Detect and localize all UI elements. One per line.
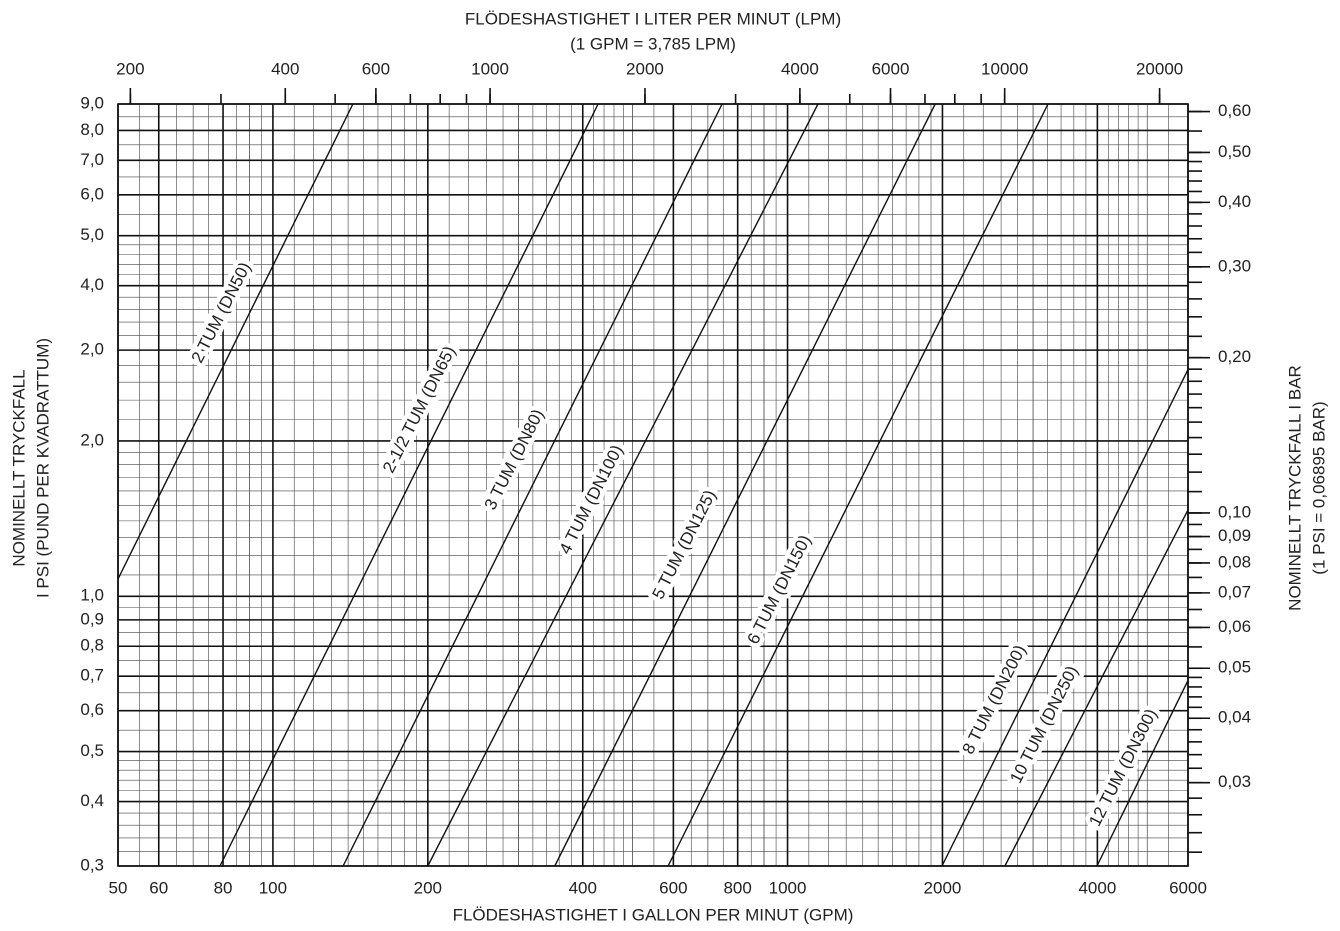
y-axis-title: NOMINELLT TRYCKFALL [9, 369, 28, 566]
x-tick-label: 6000 [1169, 878, 1207, 897]
y-tick-label: 6,0 [80, 184, 104, 203]
x2-tick-label: 4000 [781, 59, 819, 78]
y-tick-label: 2,0 [80, 430, 104, 449]
y-tick-label: 5,0 [80, 225, 104, 244]
x-tick-label: 600 [659, 878, 687, 897]
y2-tick-label: 0,08 [1218, 552, 1251, 571]
top-axis-title: FLÖDESHASTIGHET I LITER PER MINUT (LPM) [465, 9, 841, 28]
x-tick-label: 200 [414, 878, 442, 897]
y-tick-label: 1,0 [80, 586, 104, 605]
x2-tick-label: 1000 [471, 59, 509, 78]
pipe-line [342, 103, 723, 867]
pipe-line [427, 103, 819, 867]
y-tick-label: 2,0 [80, 340, 104, 359]
y2-axis-title: (1 PSI = 0,06895 BAR) [1309, 401, 1328, 574]
x-tick-label: 100 [259, 878, 287, 897]
x2-tick-label: 200 [116, 59, 144, 78]
pipe-line [667, 103, 1049, 867]
x-tick-label: 80 [214, 878, 233, 897]
x-tick-label: 800 [723, 878, 751, 897]
y2-tick-label: 0,20 [1218, 347, 1251, 366]
y-tick-label: 0,6 [80, 700, 104, 719]
pipe-line [1004, 509, 1189, 867]
y2-tick-label: 0,04 [1218, 708, 1251, 727]
x-tick-label: 50 [109, 878, 128, 897]
y2-tick-label: 0,05 [1218, 658, 1251, 677]
top-axis-subtitle: (1 GPM = 3,785 LPM) [570, 34, 736, 53]
line-label: 6 TUM (DN150) [743, 532, 814, 647]
y2-axis-title: NOMINELLT TRYCKFALL I BAR [1285, 365, 1304, 611]
y-tick-label: 9,0 [80, 93, 104, 112]
pipe-line [1096, 680, 1189, 867]
plot-frame [117, 103, 1189, 867]
y-tick-label: 8,0 [80, 120, 104, 139]
y2-tick-label: 0,40 [1218, 192, 1251, 211]
x-tick-label: 1000 [769, 878, 807, 897]
line-label: 3 TUM (DN80) [481, 406, 548, 513]
pipe-line [554, 103, 936, 867]
y-axis-title: I PSI (PUND PER KVADRATTUM) [33, 338, 52, 598]
y2-tick-label: 0,09 [1218, 526, 1251, 545]
y-tick-label: 0,3 [80, 855, 104, 874]
y2-tick-label: 0,50 [1218, 142, 1251, 161]
y-tick-label: 0,5 [80, 741, 104, 760]
x2-tick-label: 6000 [872, 59, 910, 78]
x-tick-label: 4000 [1078, 878, 1116, 897]
x2-tick-label: 400 [271, 59, 299, 78]
pipe-line [219, 103, 599, 867]
x2-tick-label: 600 [362, 59, 390, 78]
y-tick-label: 0,4 [80, 791, 104, 810]
x-axis-title: FLÖDESHASTIGHET I GALLON PER MINUT (GPM) [453, 905, 854, 924]
line-label: 5 TUM (DN125) [648, 487, 719, 602]
pipe-line [117, 103, 354, 580]
pipe-line [941, 369, 1189, 867]
y2-tick-label: 0,10 [1218, 502, 1251, 521]
x2-tick-label: 10000 [981, 59, 1028, 78]
y2-tick-label: 0,60 [1218, 101, 1251, 120]
line-label: 8 TUM (DN200) [958, 642, 1029, 757]
x-tick-label: 2000 [924, 878, 962, 897]
y-tick-label: 0,8 [80, 636, 104, 655]
y2-tick-label: 0,07 [1218, 582, 1251, 601]
y-tick-label: 7,0 [80, 150, 104, 169]
x2-tick-label: 2000 [626, 59, 664, 78]
y-tick-label: 4,0 [80, 275, 104, 294]
y-tick-label: 0,7 [80, 666, 104, 685]
x-tick-label: 60 [149, 878, 168, 897]
y-tick-label: 0,9 [80, 609, 104, 628]
x-tick-label: 400 [569, 878, 597, 897]
y2-tick-label: 0,06 [1218, 617, 1251, 636]
y2-tick-label: 0,30 [1218, 256, 1251, 275]
x2-tick-label: 20000 [1136, 59, 1183, 78]
y2-tick-label: 0,03 [1218, 772, 1251, 791]
